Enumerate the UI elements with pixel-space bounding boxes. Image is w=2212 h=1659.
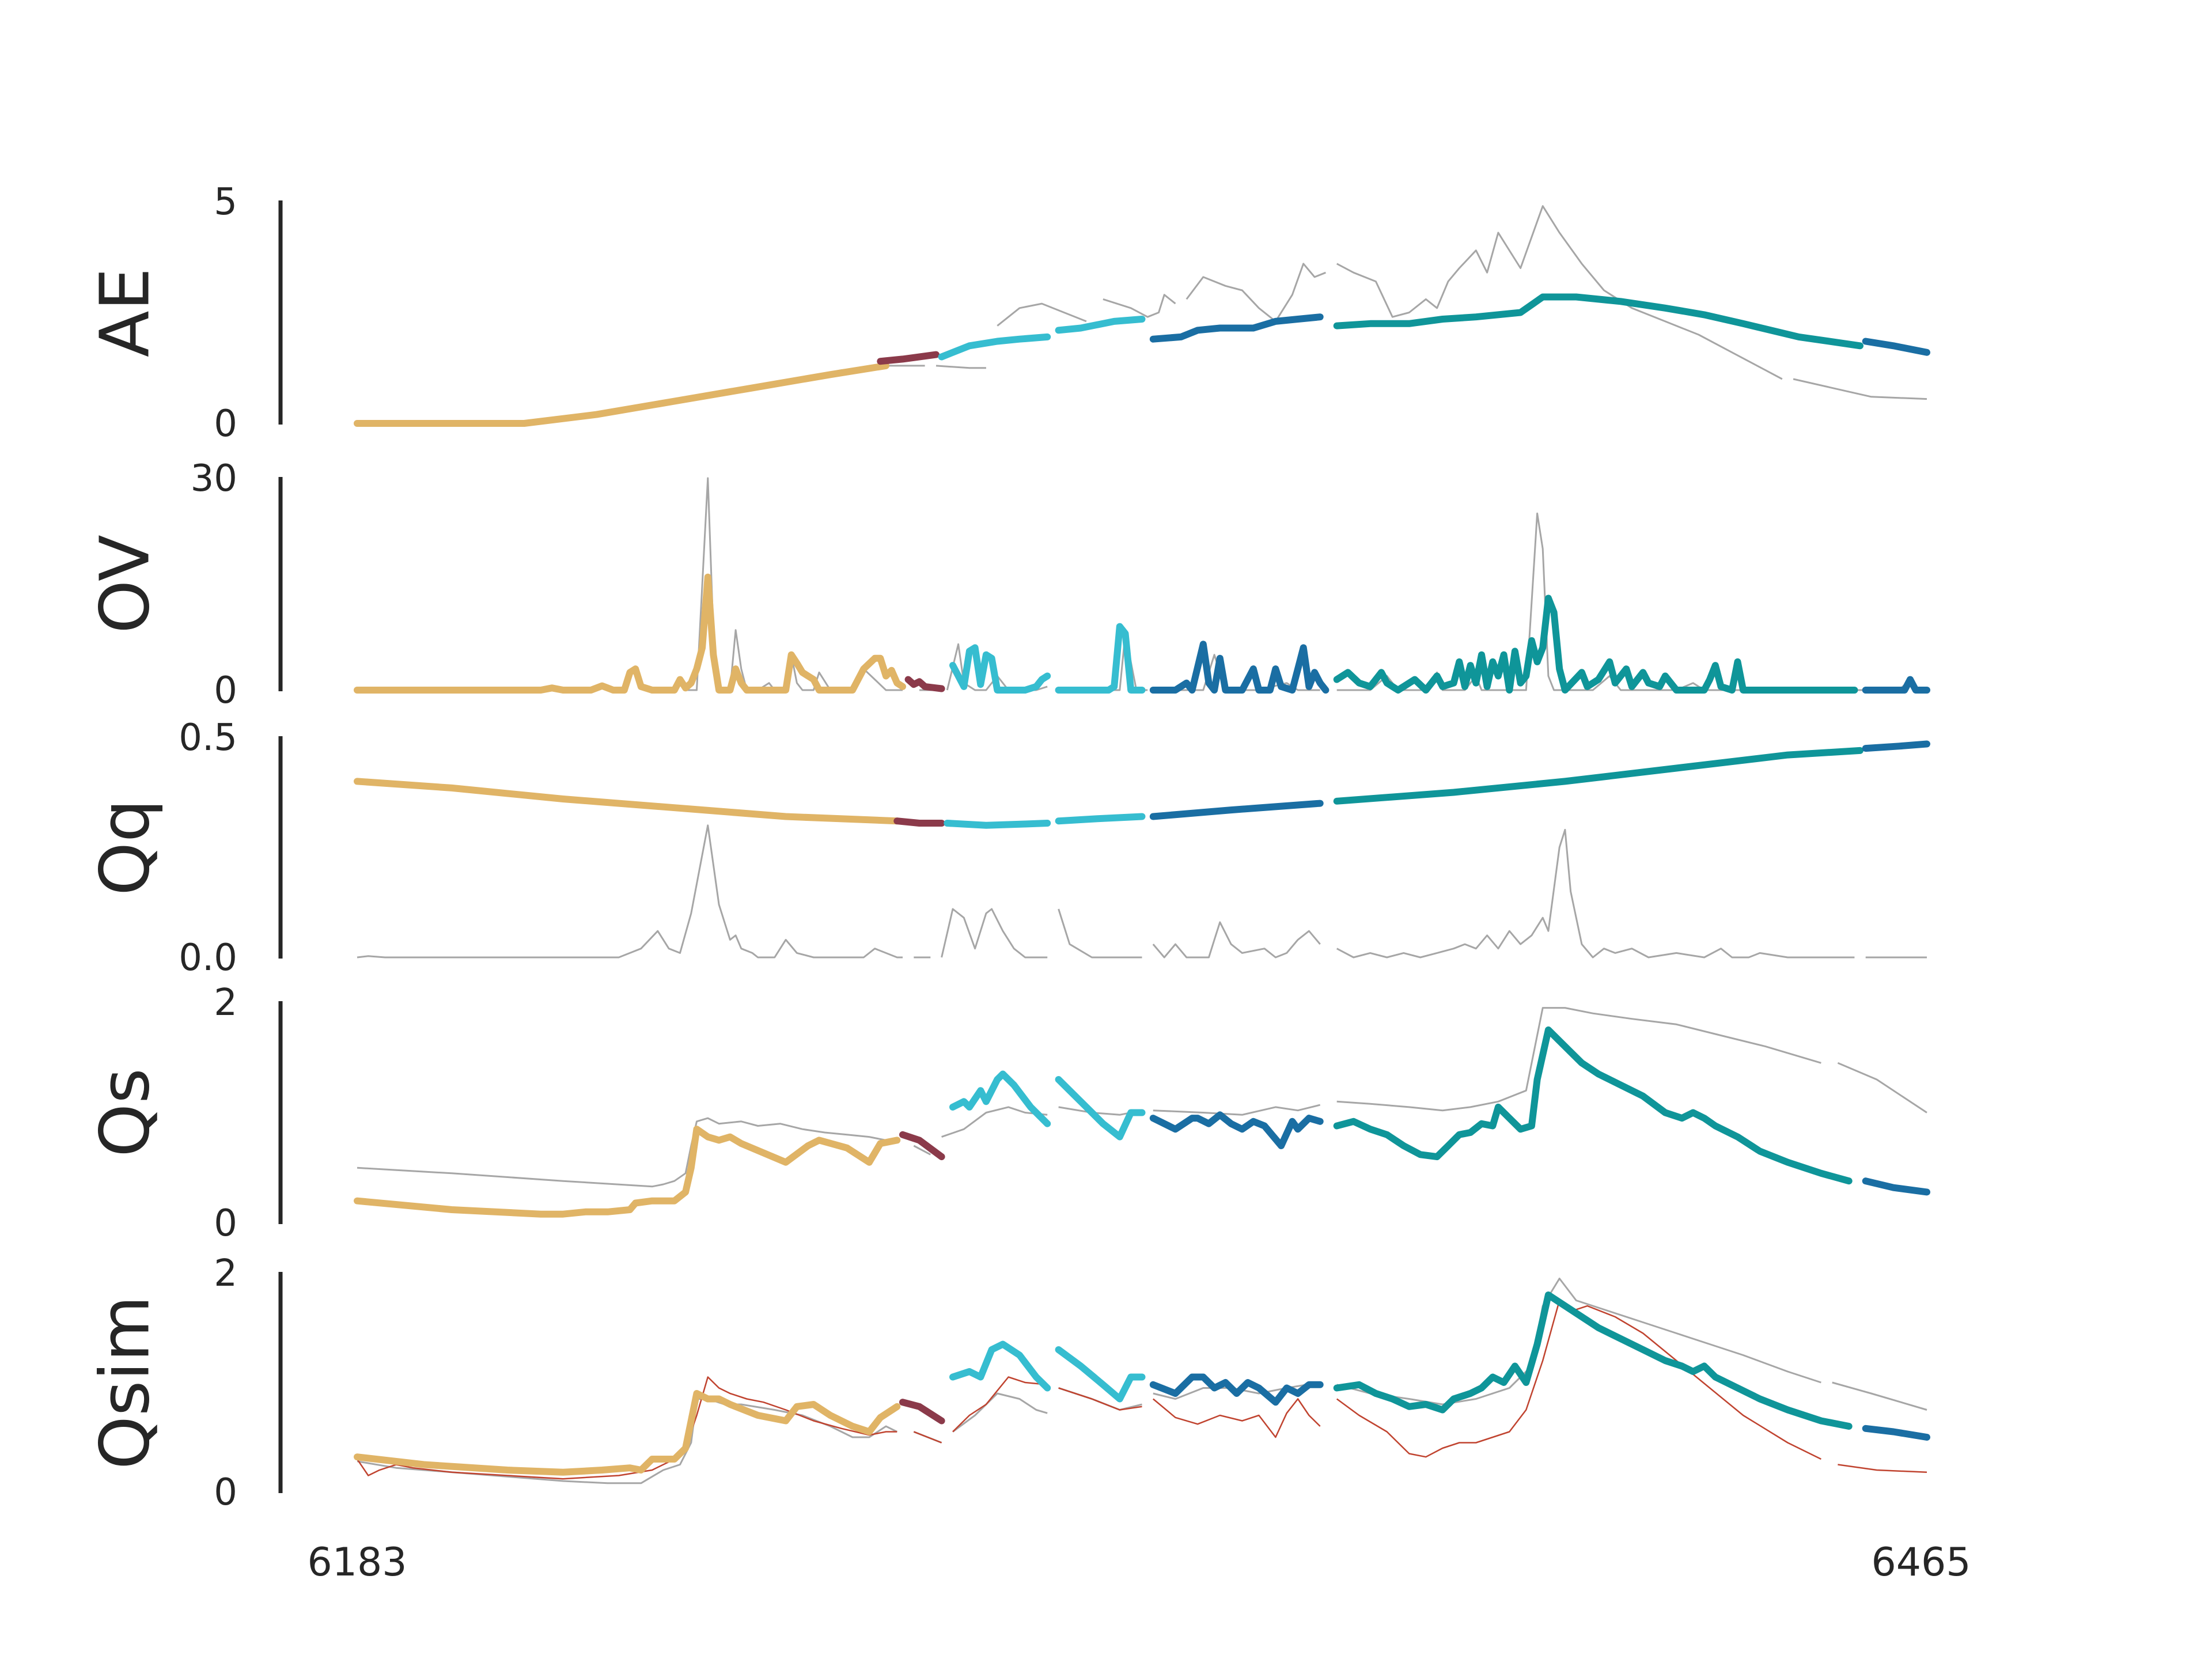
y-tick-label-qs-min: 0: [214, 1202, 237, 1245]
y-tick-label-ov-max: 30: [191, 457, 237, 500]
y-tick-label-ae-min: 0: [214, 403, 237, 445]
series-segment-qs-5: [1149, 1111, 1324, 1149]
series-segment-ov-2: [904, 676, 945, 692]
series-segment-qq-6: [1333, 747, 1863, 805]
series-segment-qq-7: [1862, 740, 1930, 752]
series-segment-qsim-6: [1333, 1291, 1853, 1430]
series-segment-ae-7: [1862, 338, 1930, 356]
series-segment-qs-3: [949, 1070, 1051, 1127]
grey-line-qsim: [357, 1278, 1927, 1484]
series-segment-qs-2: [899, 1131, 945, 1161]
series-segment-qsim-7: [1862, 1425, 1930, 1441]
grey-line-ov: [357, 477, 1927, 691]
series-segment-qsim-4: [1055, 1346, 1146, 1403]
series-segment-ov-5: [1149, 641, 1330, 694]
y-axis-label-qsim: Qsim: [85, 1296, 164, 1469]
series-segment-qsim-5: [1149, 1373, 1324, 1406]
y-axis-label-ov: OV: [85, 535, 164, 634]
x-tick-label-end: 6465: [1871, 1540, 1971, 1585]
series-segment-qs-4: [1055, 1076, 1146, 1141]
chart-panels: 0 5 AE 0 30 OV 0.0 0.5 Qq 0 2 Qs 0 2 Qsim: [85, 181, 1930, 1514]
series-segment-ae-2: [877, 351, 940, 365]
series-segment-qsim-2: [899, 1399, 945, 1425]
series-segment-qsim-3: [949, 1340, 1051, 1392]
y-axis-label-ae: AE: [85, 268, 164, 357]
x-tick-label-start: 6183: [307, 1540, 407, 1585]
y-tick-label-ae-max: 5: [214, 181, 237, 224]
series-segment-ov-7: [1862, 676, 1930, 694]
series-segment-ae-1: [354, 362, 889, 427]
series-segment-ov-3: [949, 644, 1051, 694]
series-segment-ae-5: [1149, 313, 1324, 343]
panel-qsim: 0 2 Qsim: [85, 1252, 1930, 1514]
panel-qq: 0.0 0.5 Qq: [85, 717, 1930, 979]
y-tick-label-qsim-min: 0: [214, 1471, 237, 1514]
series-segment-ov-1: [354, 573, 906, 694]
series-segment-qs-7: [1862, 1177, 1930, 1196]
y-tick-label-qsim-max: 2: [214, 1252, 237, 1295]
series-segment-qs-6: [1333, 1026, 1853, 1185]
panel-qs: 0 2 Qs: [85, 982, 1930, 1245]
red-line-qsim: [356, 1300, 1927, 1480]
series-segment-qs-1: [354, 1126, 901, 1218]
series-segment-ae-4: [1055, 316, 1146, 334]
y-axis-label-qs: Qs: [85, 1068, 164, 1157]
y-tick-label-qq-max: 0.5: [179, 717, 237, 759]
series-segment-qq-5: [1149, 800, 1324, 820]
grey-line-qs: [357, 1007, 1927, 1188]
grey-line-qq: [357, 824, 1927, 959]
series-segment-qsim-1: [354, 1390, 901, 1476]
y-axis-label-qq: Qq: [85, 799, 164, 896]
x-axis: 6183 6465: [307, 1540, 1971, 1585]
series-segment-ae-6: [1333, 293, 1863, 350]
series-segment-qq-1: [354, 778, 901, 825]
series-segment-ae-3: [938, 333, 1051, 361]
panel-ae: 0 5 AE: [85, 181, 1930, 445]
y-tick-label-qs-max: 2: [214, 982, 237, 1024]
series-segment-qq-2: [893, 817, 945, 827]
series-segment-qq-3: [944, 820, 1051, 829]
series-segment-ov-6: [1333, 594, 1858, 694]
series-segment-ov-4: [1055, 623, 1146, 694]
panel-ov: 0 30 OV: [85, 457, 1930, 712]
series-segment-qq-4: [1055, 813, 1146, 825]
y-tick-label-qq-min: 0.0: [179, 937, 237, 979]
y-tick-label-ov-min: 0: [214, 669, 237, 712]
